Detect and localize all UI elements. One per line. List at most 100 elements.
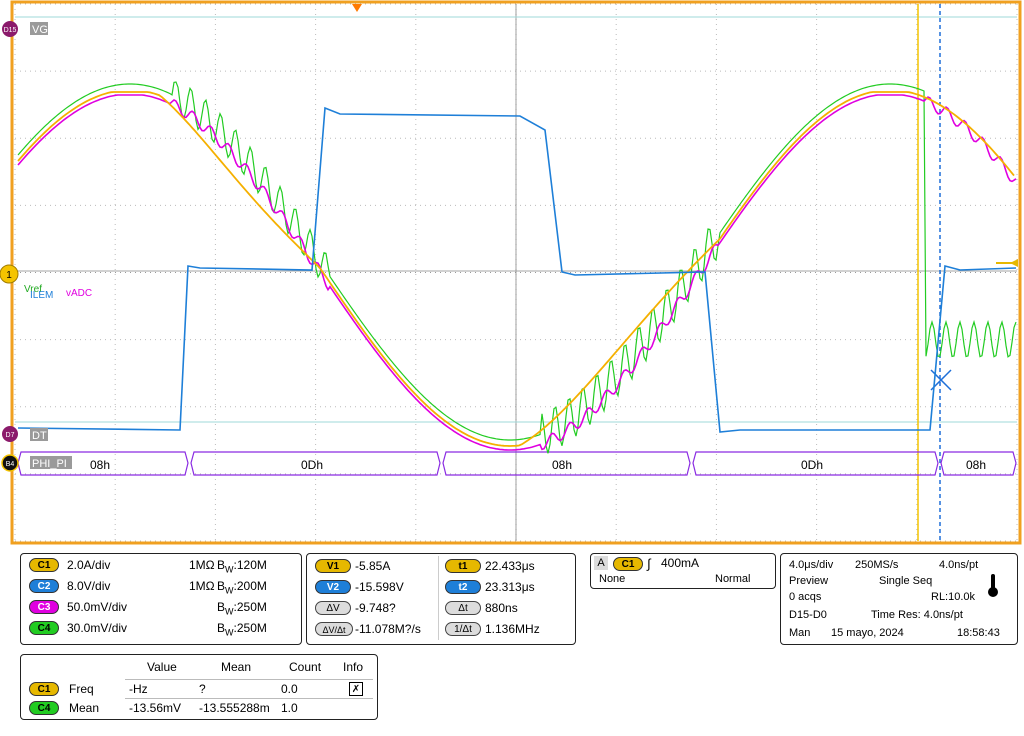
grid-dot [214, 274, 216, 275]
grid-dot [140, 540, 141, 542]
grid-dot [715, 169, 717, 170]
c1-chip[interactable]: C1 [29, 558, 59, 572]
grid-dot [615, 29, 617, 30]
grid-dot [465, 473, 466, 475]
grid-dot [180, 272, 181, 273]
c4-chip[interactable]: C4 [29, 621, 59, 635]
t2-chip[interactable]: t2 [445, 580, 481, 594]
grid-dot [450, 473, 451, 475]
grid-dot [415, 454, 417, 455]
grid-dot [320, 3, 321, 5]
grid-dot [250, 406, 251, 408]
grid-dot [114, 359, 116, 360]
trigger-channel-chip[interactable]: C1 [613, 557, 643, 571]
grid-dot [890, 473, 891, 475]
trigger-position-marker[interactable] [352, 4, 362, 12]
grid-dot [390, 473, 391, 475]
grid-dot [965, 3, 966, 5]
c3-chip[interactable]: C3 [29, 600, 59, 614]
grid-dot [315, 374, 317, 375]
grid-dot [745, 272, 746, 273]
grid-dot [300, 272, 301, 273]
grid-dot [180, 339, 181, 341]
grid-dot [980, 204, 981, 206]
grid-dot [214, 279, 216, 280]
grid-dot [415, 214, 417, 215]
grid-dot [1016, 309, 1018, 310]
grid-dot [785, 339, 786, 341]
grid-dot [20, 204, 21, 206]
t1-chip[interactable]: t1 [445, 559, 481, 573]
grid-dot [14, 369, 16, 370]
grid-dot [715, 194, 717, 195]
grid-dot [785, 3, 786, 5]
channel-row-c1[interactable]: C1 2.0A/div 1MΩ BW:120M [29, 556, 293, 574]
grid-dot [570, 137, 571, 139]
grid-dot [615, 374, 617, 375]
channel-row-c3[interactable]: C3 50.0mV/div BW:250M [29, 598, 293, 616]
trigger-panel[interactable]: A C1 ∫ 400mA None Normal [590, 553, 776, 589]
grid-dot [315, 529, 317, 530]
grid-dot [810, 137, 811, 139]
grid-dot [935, 540, 936, 542]
grid-dot [214, 79, 216, 80]
acquisition-panel[interactable]: 4.0μs/div 250MS/s 4.0ns/pt Preview Singl… [780, 553, 1018, 645]
grid-dot [55, 272, 56, 273]
grid-dot [375, 272, 376, 273]
grid-dot [916, 259, 918, 260]
grid-dot [1016, 19, 1018, 20]
grid-dot [270, 339, 271, 341]
measure-c1-chip[interactable]: C1 [29, 682, 59, 696]
info-warning-icon[interactable]: ✗ [349, 682, 363, 696]
grid-dot [615, 249, 617, 250]
c2-scale: 8.0V/div [67, 579, 111, 593]
grid-dot [650, 473, 651, 475]
grid-dot [145, 406, 146, 408]
grid-dot [715, 439, 717, 440]
grid-dot [114, 289, 116, 290]
grid-dot [535, 70, 536, 72]
grid-dot [290, 137, 291, 139]
grid-dot [1016, 9, 1018, 10]
v2-chip[interactable]: V2 [315, 580, 351, 594]
grid-dot [945, 137, 946, 139]
grid-dot [415, 144, 417, 145]
grid-dot [650, 540, 651, 542]
grid-dot [150, 204, 151, 206]
c2-chip[interactable]: C2 [29, 579, 59, 593]
grid-dot [610, 3, 611, 5]
ch1-marker[interactable] [0, 264, 19, 284]
grid-dot [114, 319, 116, 320]
grid-dot [615, 484, 617, 485]
grid-dot [590, 70, 591, 72]
channel-row-c4[interactable]: C4 30.0mV/div BW:250M [29, 619, 293, 637]
grid-dot [715, 29, 717, 30]
grid-dot [770, 70, 771, 72]
grid-dot [600, 204, 601, 206]
grid-dot [650, 406, 651, 408]
waveform-display[interactable]: D15 VG 1 Vref ILEM vADC D7 DT B4 PHI_PI … [0, 0, 1024, 545]
measure-row-c1[interactable]: C1 Freq -Hz ? 0.0 ✗ [29, 680, 369, 698]
d15-marker[interactable] [2, 21, 18, 37]
grid-dot [445, 272, 446, 273]
grid-dot [210, 272, 211, 273]
v1-chip[interactable]: V1 [315, 559, 351, 573]
measure-row-c4[interactable]: C4 Mean -13.56mV -13.555288m 1.0 [29, 699, 369, 717]
grid-dot [245, 70, 246, 72]
grid-dot [415, 269, 417, 270]
grid-dot [114, 334, 116, 335]
d7-marker[interactable] [2, 426, 18, 442]
ilem-label: ILEM [30, 290, 53, 301]
grid-dot [65, 272, 66, 273]
grid-dot [715, 204, 717, 205]
grid-dot [415, 84, 417, 85]
measure-c4-chip[interactable]: C4 [29, 701, 59, 715]
grid-dot [80, 137, 81, 139]
b4-marker[interactable] [1, 454, 19, 472]
grid-dot [30, 70, 31, 72]
grid-dot [14, 164, 16, 165]
grid-dot [385, 339, 386, 341]
grid-dot [645, 70, 646, 72]
channel-row-c2[interactable]: C2 8.0V/div 1MΩ BW:200M [29, 577, 293, 595]
grid-dot [700, 70, 701, 72]
